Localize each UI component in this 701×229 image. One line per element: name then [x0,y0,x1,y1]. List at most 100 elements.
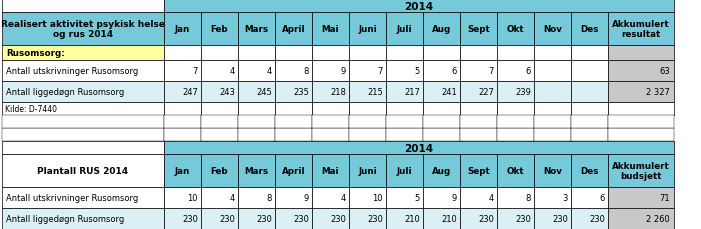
Text: Mai: Mai [322,25,339,34]
Bar [275,115,312,128]
Bar [238,103,275,115]
Text: Plantall RUS 2014: Plantall RUS 2014 [37,166,128,175]
Bar [2,141,164,154]
Text: 10: 10 [187,193,198,202]
Bar [238,115,275,128]
Text: April: April [282,25,306,34]
Bar [534,208,571,229]
Bar [349,208,386,229]
Bar [497,154,534,187]
Text: 4: 4 [230,67,235,76]
Bar [423,46,460,61]
Bar [275,208,312,229]
Text: Mars: Mars [245,25,268,34]
Bar [238,61,275,82]
Bar [497,46,534,61]
Text: 215: 215 [367,88,383,97]
Bar [571,103,608,115]
Bar [275,46,312,61]
Bar [608,82,674,103]
Text: 5: 5 [415,193,420,202]
Text: Akkumulert
budsjett: Akkumulert budsjett [612,161,670,180]
Bar [386,61,423,82]
Bar [571,61,608,82]
Bar [534,61,571,82]
Bar [571,13,608,46]
Text: 235: 235 [293,88,309,97]
Text: 230: 230 [589,214,605,223]
Bar [201,115,238,128]
Bar [275,128,312,141]
Bar [608,61,674,82]
Text: 241: 241 [441,88,457,97]
Bar [312,82,349,103]
Bar [238,208,275,229]
Text: Juli: Juli [397,25,412,34]
Bar [238,154,275,187]
Bar [460,187,497,208]
Bar [386,103,423,115]
Bar [497,103,534,115]
Text: 8: 8 [526,193,531,202]
Bar [386,187,423,208]
Bar [275,187,312,208]
Text: 227: 227 [478,88,494,97]
Text: 63: 63 [659,67,670,76]
Text: Antall liggedøgn Rusomsorg: Antall liggedøgn Rusomsorg [6,214,124,223]
Bar [571,128,608,141]
Bar [2,0,164,13]
Bar [534,103,571,115]
Bar [534,13,571,46]
Bar [571,46,608,61]
Bar [460,154,497,187]
Text: 230: 230 [552,214,568,223]
Text: Des: Des [580,25,599,34]
Bar [608,128,674,141]
Bar [423,115,460,128]
Text: 8: 8 [266,193,272,202]
Bar [608,187,674,208]
Bar [571,208,608,229]
Text: 2014: 2014 [404,2,433,11]
Text: 230: 230 [219,214,235,223]
Text: 210: 210 [441,214,457,223]
Text: Okt: Okt [507,166,524,175]
Bar [164,82,201,103]
Bar [312,187,349,208]
Bar [238,13,275,46]
Text: 245: 245 [257,88,272,97]
Bar [164,103,201,115]
Text: 230: 230 [182,214,198,223]
Bar [201,82,238,103]
Bar [201,13,238,46]
Bar [164,208,201,229]
Bar [312,128,349,141]
Text: Des: Des [580,166,599,175]
Bar [423,128,460,141]
Text: 230: 230 [330,214,346,223]
Bar [312,115,349,128]
Text: Antall utskrivninger Rusomsorg: Antall utskrivninger Rusomsorg [6,67,138,76]
Bar [534,154,571,187]
Bar [423,208,460,229]
Text: Juli: Juli [397,166,412,175]
Bar [386,115,423,128]
Bar [460,115,497,128]
Bar [312,61,349,82]
Bar [349,154,386,187]
Bar [386,154,423,187]
Text: Aug: Aug [432,25,451,34]
Text: Feb: Feb [211,166,229,175]
Text: Aug: Aug [432,166,451,175]
Bar [2,208,164,229]
Bar [460,61,497,82]
Text: 247: 247 [182,88,198,97]
Bar [460,82,497,103]
Bar [238,46,275,61]
Bar [238,187,275,208]
Text: 7: 7 [378,67,383,76]
Bar [386,128,423,141]
Bar [571,82,608,103]
Bar [164,46,201,61]
Bar [312,46,349,61]
